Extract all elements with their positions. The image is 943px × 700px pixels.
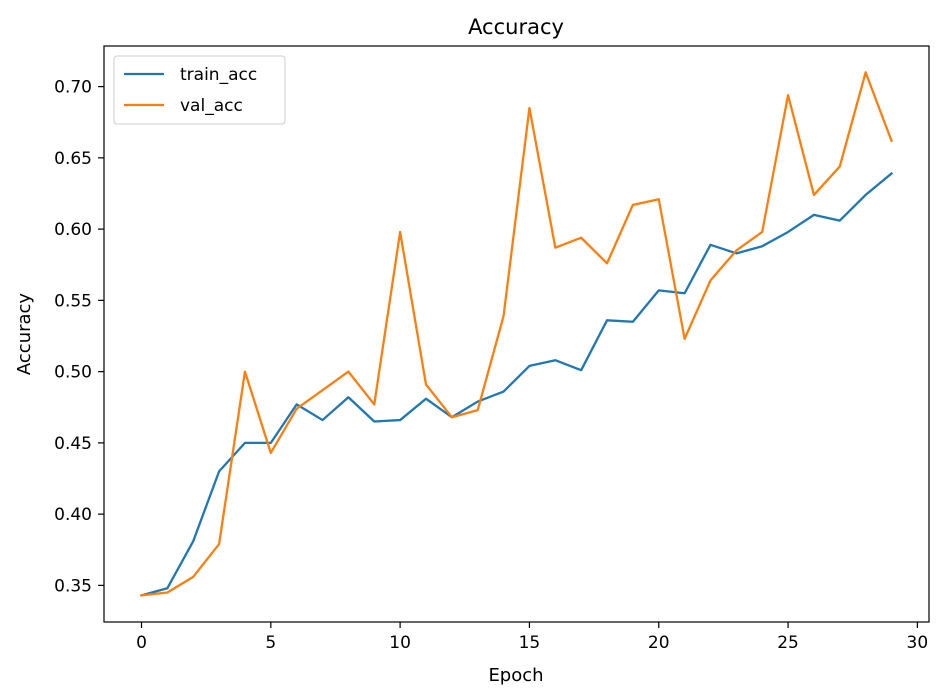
y-tick-label: 0.55	[54, 291, 92, 311]
x-tick-label: 5	[265, 633, 276, 653]
y-axis-ticks: 0.35 0.40 0.45 0.50 0.55 0.60 0.65 0.70	[54, 78, 104, 596]
legend: train_acc val_acc	[113, 55, 286, 125]
x-tick-label: 25	[777, 633, 799, 653]
series-line-train-acc	[140, 171, 894, 597]
x-tick-label: 15	[519, 633, 541, 653]
plot-frame	[103, 45, 930, 623]
y-tick-label: 0.45	[54, 434, 92, 454]
series-line-val-acc	[140, 71, 893, 597]
legend-label-train-acc: train_acc	[180, 65, 257, 85]
y-axis-label: Accuracy	[14, 293, 35, 376]
chart-title: Accuracy	[468, 15, 564, 39]
y-tick-label: 0.60	[54, 220, 92, 240]
y-tick-label: 0.40	[54, 505, 92, 525]
x-axis-ticks: 0 5 10 15 20 25 30	[136, 622, 928, 653]
x-axis-label: Epoch	[488, 665, 543, 686]
y-tick-label: 0.35	[54, 576, 92, 596]
x-tick-label: 30	[907, 633, 929, 653]
x-tick-label: 0	[136, 633, 147, 653]
y-tick-label: 0.65	[54, 149, 92, 169]
y-tick-label: 0.70	[54, 78, 92, 98]
x-tick-label: 20	[648, 633, 670, 653]
y-tick-label: 0.50	[54, 363, 92, 383]
x-tick-label: 10	[389, 633, 411, 653]
legend-label-val-acc: val_acc	[180, 96, 243, 116]
series-layer	[140, 71, 894, 597]
